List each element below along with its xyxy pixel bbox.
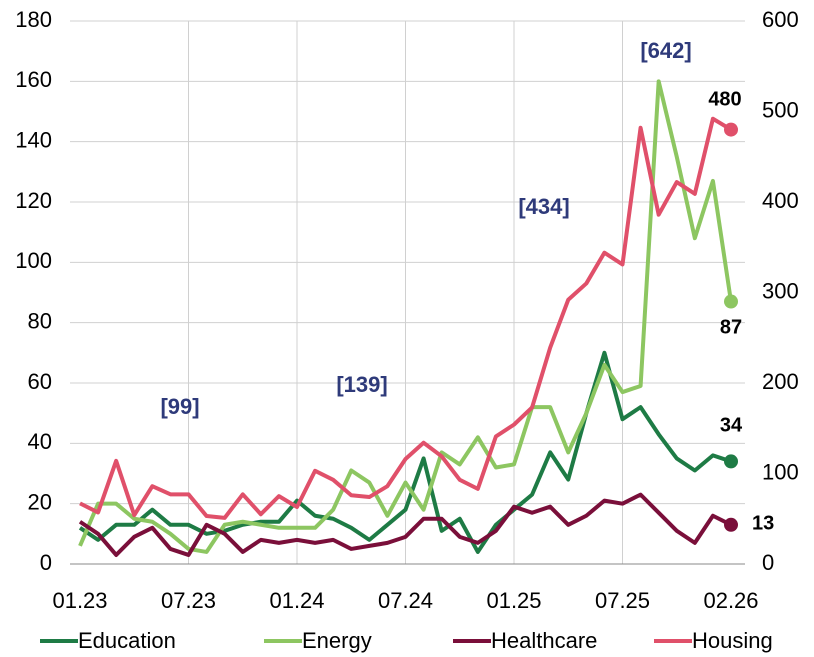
- end-marker: [724, 517, 738, 532]
- annotation: [139]: [336, 372, 387, 397]
- end-label: 87: [720, 316, 742, 338]
- x-tick-label: 01.25: [486, 588, 541, 613]
- annotation: [642]: [640, 38, 691, 63]
- y2-tick-label: 400: [762, 188, 799, 213]
- annotation: [434]: [518, 194, 569, 219]
- y-tick-label: 60: [28, 369, 52, 394]
- end-marker: [724, 454, 738, 469]
- y2-tick-label: 500: [762, 97, 799, 122]
- y-tick-label: 140: [15, 127, 52, 152]
- series-line: [78, 350, 732, 554]
- end-label: 13: [752, 512, 774, 534]
- y2-tick-label: 200: [762, 369, 799, 394]
- y2-tick-label: 0: [762, 550, 774, 575]
- x-tick-label: 07.23: [161, 588, 216, 613]
- y2-tick-label: 100: [762, 459, 799, 484]
- y-tick-label: 0: [40, 550, 52, 575]
- end-label: 480: [708, 88, 741, 110]
- y-tick-label: 180: [15, 7, 52, 32]
- x-tick-label: 02.26: [703, 588, 758, 613]
- series-line: [78, 492, 732, 557]
- end-marker: [724, 294, 738, 309]
- x-tick-label: 01.24: [269, 588, 324, 613]
- legend-label: Education: [78, 628, 176, 653]
- y-tick-label: 160: [15, 67, 52, 92]
- x-tick-label: 07.24: [378, 588, 433, 613]
- y-tick-label: 100: [15, 248, 52, 273]
- x-tick-label: 07.25: [595, 588, 650, 613]
- x-tick-label: 01.23: [52, 588, 107, 613]
- annotation: [99]: [160, 394, 199, 419]
- series-line: [78, 79, 733, 554]
- legend-label: Housing: [692, 628, 773, 653]
- y2-tick-label: 600: [762, 7, 799, 32]
- y-tick-label: 40: [28, 429, 52, 454]
- y-tick-label: 120: [15, 188, 52, 213]
- legend-label: Healthcare: [491, 628, 597, 653]
- y-tick-label: 20: [28, 489, 52, 514]
- y2-tick-label: 300: [762, 278, 799, 303]
- end-label: 34: [720, 414, 743, 436]
- y-tick-label: 80: [28, 308, 52, 333]
- series-line: [79, 116, 733, 520]
- legend-label: Energy: [302, 628, 372, 653]
- end-marker: [724, 122, 738, 137]
